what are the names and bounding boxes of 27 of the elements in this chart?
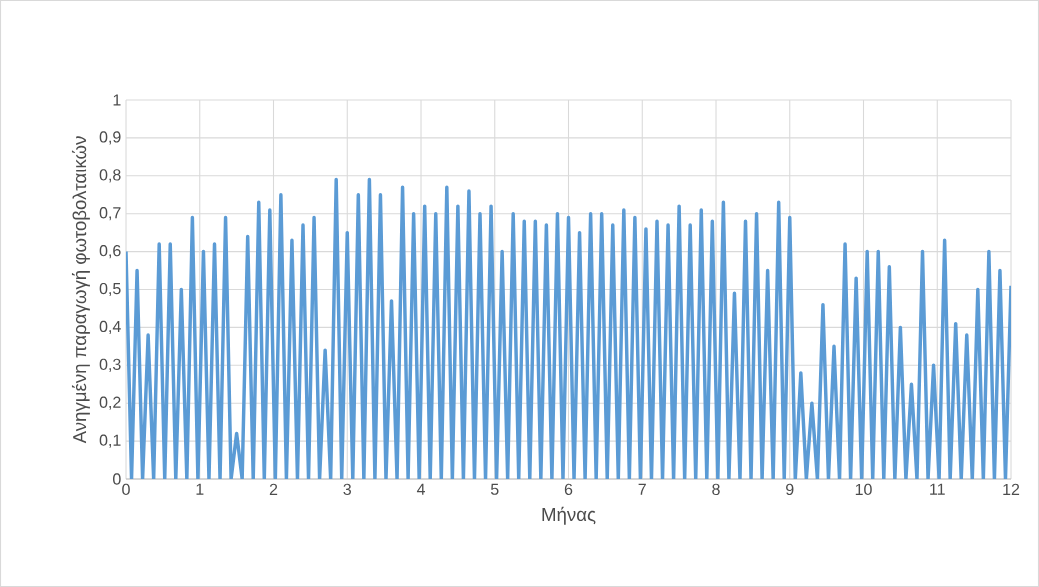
- y-axis-title: Ανηγμένη παραγωγή φωτοβολταικών: [71, 136, 90, 444]
- y-tick-label: 0,4: [99, 320, 121, 335]
- x-tick-label: 7: [638, 483, 646, 495]
- y-tick-label: 0: [113, 473, 121, 485]
- x-tick-label: 8: [712, 483, 720, 496]
- x-tick-label: 4: [416, 483, 425, 495]
- x-axis-title: Μήνας: [542, 506, 596, 525]
- y-tick-label: 0,2: [99, 396, 121, 410]
- x-tick-label: 9: [786, 483, 794, 496]
- line-series: [126, 177, 1012, 479]
- x-tick-label: 3: [343, 483, 351, 496]
- y-tick-label: 0,5: [99, 282, 121, 297]
- x-tick-label: 2: [269, 483, 278, 495]
- x-tick-label: 0: [122, 483, 130, 496]
- x-tick-label: 1: [196, 483, 204, 495]
- y-tick-label: 0,3: [99, 358, 121, 372]
- x-tick-label: 11: [930, 483, 945, 495]
- x-tick-label: 10: [855, 483, 872, 496]
- x-tick-label: 5: [490, 483, 499, 495]
- y-tick-label: 1: [113, 94, 121, 106]
- y-tick-label: 0,6: [99, 245, 121, 259]
- y-tick-label: 0,9: [99, 131, 121, 145]
- x-tick-label: 12: [1003, 483, 1020, 495]
- y-tick-label: 0,7: [99, 207, 121, 221]
- y-tick-label: 0,1: [99, 434, 121, 448]
- y-tick-label: 0,8: [99, 169, 121, 183]
- x-tick-label: 6: [564, 483, 573, 496]
